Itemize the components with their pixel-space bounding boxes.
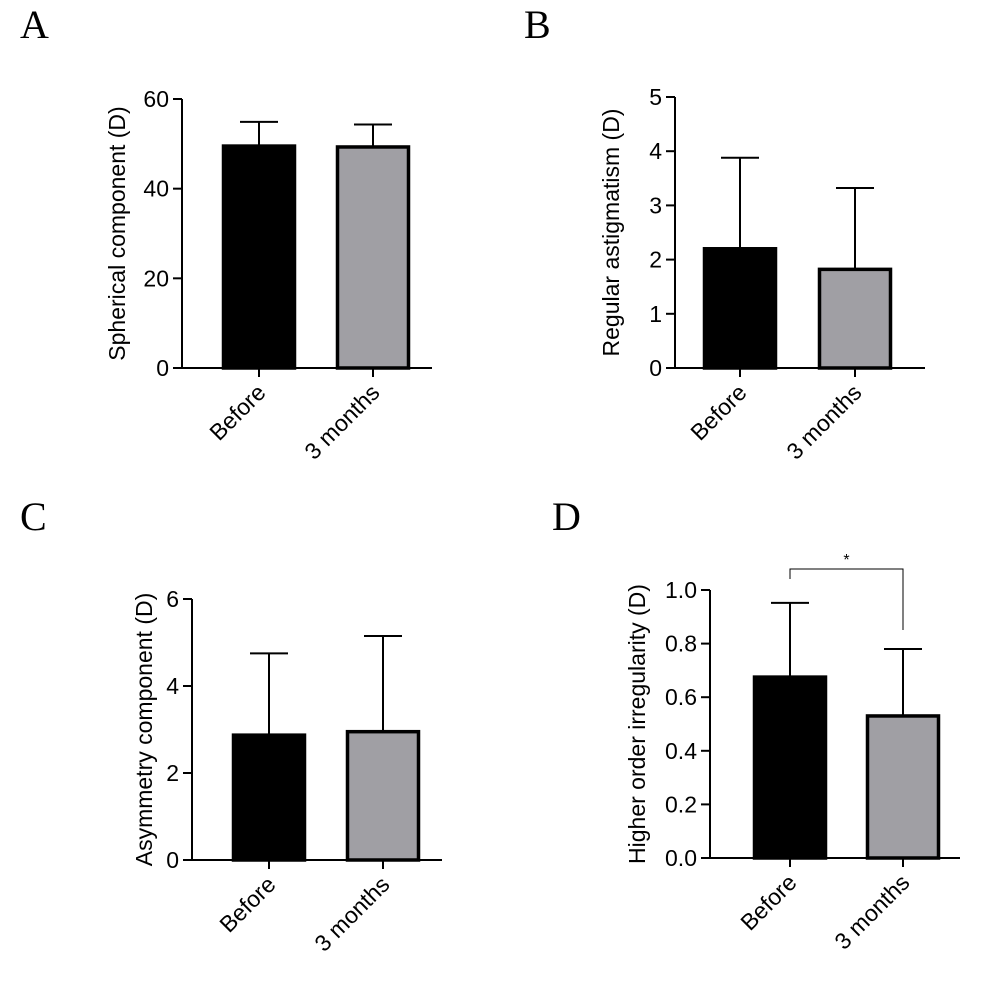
chart-panel-d: D 0.0 0.2 0.4 0.6 0.8 1.0 Higher order irregula… <box>552 494 960 954</box>
y-tick-label: 2 <box>166 760 179 786</box>
bar <box>702 247 778 370</box>
x-category-label: Before <box>204 379 270 445</box>
y-tick-label: 4 <box>166 673 179 699</box>
y-tick-label: 0 <box>166 847 179 873</box>
y-tick-label: 1 <box>649 301 662 327</box>
x-category-label: 3 months <box>781 379 866 464</box>
chart-panel-b: B 0 1 2 3 4 5 Regular astigmatism (D) Before 3 mo… <box>524 2 925 464</box>
y-tick-label: 0 <box>156 355 169 381</box>
y-tick-label: 3 <box>649 192 662 218</box>
x-category-label: 3 months <box>299 379 384 464</box>
x-category-label: 3 months <box>829 869 914 954</box>
panel-letter: D <box>552 494 581 539</box>
bar <box>865 714 941 860</box>
bar <box>752 675 828 860</box>
bar <box>345 729 421 862</box>
y-tick-label: 0.4 <box>665 738 697 764</box>
y-axis-title: Asymmetry component (D) <box>131 593 157 867</box>
panel-letter: B <box>524 2 551 47</box>
panel-letter: C <box>20 494 47 539</box>
y-tick-label: 20 <box>143 265 169 291</box>
x-category-label: Before <box>735 869 801 935</box>
bar <box>335 145 411 370</box>
bar <box>221 144 297 370</box>
chart-panel-a: A 0 20 40 60 Spherical component (D) Before 3 m… <box>20 2 432 464</box>
y-tick-label: 1.0 <box>665 577 697 603</box>
chart-panel-c: C 0 2 4 6 Asymmetry component (D) Before 3 mont… <box>20 494 442 956</box>
bar <box>817 267 893 370</box>
y-tick-label: 0 <box>649 355 662 381</box>
y-tick-label: 5 <box>649 84 662 110</box>
x-category-label: Before <box>685 379 751 445</box>
y-tick-label: 0.6 <box>665 684 697 710</box>
significance-bracket <box>789 568 904 630</box>
x-category-label: Before <box>214 871 280 937</box>
y-tick-label: 0.0 <box>665 845 697 871</box>
bar <box>231 733 307 862</box>
y-tick-label: 0.2 <box>665 791 697 817</box>
y-tick-label: 6 <box>166 586 179 612</box>
x-category-label: 3 months <box>309 871 394 956</box>
y-axis-title: Spherical component (D) <box>104 106 130 360</box>
panel-letter: A <box>20 2 49 47</box>
y-axis-title: Higher order irregularity (D) <box>624 584 650 864</box>
y-axis-title: Regular astigmatism (D) <box>598 109 624 357</box>
y-tick-label: 4 <box>649 138 662 164</box>
significance-label: * <box>843 552 849 569</box>
y-tick-label: 60 <box>143 86 169 112</box>
y-tick-label: 0.8 <box>665 631 697 657</box>
y-tick-label: 2 <box>649 247 662 273</box>
y-tick-label: 40 <box>143 176 169 202</box>
